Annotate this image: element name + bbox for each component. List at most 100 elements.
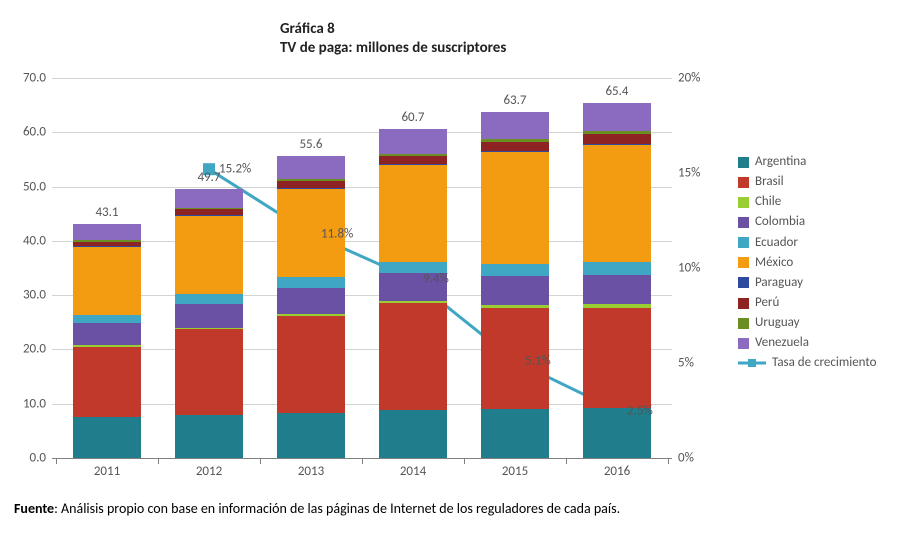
- bar-segment: [277, 156, 345, 179]
- legend-label: Perú: [755, 293, 779, 313]
- x-axis-tick: [464, 458, 465, 464]
- bar-segment: [175, 189, 243, 208]
- legend-swatch: [738, 217, 749, 228]
- legend-label: Ecuador: [755, 233, 798, 253]
- y1-axis-label: 30.0: [23, 288, 52, 303]
- source-sep: :: [54, 500, 61, 517]
- bar-segment: [73, 417, 141, 458]
- bar-segment: [481, 152, 549, 263]
- y2-axis-label: 20%: [672, 71, 700, 86]
- growth-line: [52, 78, 672, 458]
- bar-total-label: 60.7: [401, 110, 424, 125]
- source-text: Análisis propio con base en información …: [61, 500, 620, 517]
- legend-label: Uruguay: [755, 313, 800, 333]
- bar-segment: [379, 165, 447, 261]
- bar-group: 49.7: [175, 189, 243, 458]
- growth-line-value: 15.2%: [219, 162, 251, 177]
- chart-plot-area: 0.010.020.030.040.050.060.070.00%5%10%15…: [52, 78, 672, 459]
- legend-swatch: [738, 338, 749, 349]
- bar-segment: [583, 262, 651, 275]
- bar-segment: [73, 247, 141, 315]
- bar-segment: [379, 303, 447, 409]
- legend-swatch: [738, 177, 749, 188]
- bar-segment: [277, 316, 345, 413]
- bar-total-label: 63.7: [503, 93, 526, 108]
- bar-segment: [481, 112, 549, 139]
- y2-axis-label: 0%: [672, 451, 694, 466]
- legend-swatch: [738, 318, 749, 329]
- bar-segment: [481, 264, 549, 276]
- y1-axis-label: 10.0: [23, 396, 52, 411]
- y1-axis-label: 40.0: [23, 233, 52, 248]
- grid-line: [52, 404, 672, 405]
- legend-item: Paraguay: [738, 273, 876, 293]
- bar-group: 43.1: [73, 224, 141, 458]
- legend-label: Colombia: [755, 212, 805, 232]
- legend-label: Paraguay: [755, 273, 803, 293]
- chart-document: Gráfica 8 TV de paga: millones de suscri…: [0, 0, 904, 533]
- title-line-2: TV de paga: millones de suscriptores: [280, 39, 506, 58]
- legend-item: Brasil: [738, 172, 876, 192]
- bar-group: 63.7: [481, 112, 549, 458]
- legend-swatch-line: [738, 358, 766, 369]
- y2-axis-label: 5%: [672, 356, 694, 371]
- legend-item-line: Tasa de crecimiento: [738, 353, 876, 373]
- source-note: Fuente: Análisis propio con base en info…: [14, 500, 890, 517]
- grid-line: [52, 187, 672, 188]
- bar-segment: [277, 277, 345, 288]
- bar-segment: [379, 156, 447, 164]
- x-axis-tick: [260, 458, 261, 464]
- growth-line-value: 9.4%: [423, 272, 449, 287]
- growth-line-value: 11.8%: [321, 226, 353, 241]
- bar-segment: [175, 329, 243, 414]
- bar-segment: [583, 134, 651, 144]
- grid-line: [52, 241, 672, 242]
- legend-label: México: [755, 253, 793, 273]
- bar-segment: [73, 315, 141, 323]
- bar-total-label: 49.7: [197, 170, 220, 185]
- bar-segment: [175, 304, 243, 328]
- bar-total-label: 55.6: [299, 137, 322, 152]
- legend-label: Argentina: [755, 152, 806, 172]
- growth-line-value: 5.1%: [525, 354, 551, 369]
- y2-axis-label: 10%: [672, 261, 700, 276]
- legend: ArgentinaBrasilChileColombiaEcuadorMéxic…: [738, 152, 876, 374]
- bar-total-label: 65.4: [605, 84, 628, 99]
- bar-segment: [175, 216, 243, 294]
- x-axis-tick: [158, 458, 159, 464]
- bar-segment: [379, 410, 447, 458]
- legend-item: Venezuela: [738, 333, 876, 353]
- x-axis-label: 2011: [73, 464, 141, 479]
- bar-total-label: 43.1: [95, 205, 118, 220]
- y1-axis-label: 60.0: [23, 125, 52, 140]
- x-axis-tick: [566, 458, 567, 464]
- bar-segment: [481, 409, 549, 458]
- legend-item: Ecuador: [738, 233, 876, 253]
- legend-swatch: [738, 257, 749, 268]
- legend-swatch: [738, 237, 749, 248]
- legend-label: Chile: [755, 192, 781, 212]
- x-axis-label: 2015: [481, 464, 549, 479]
- bar-segment: [481, 142, 549, 151]
- grid-line: [52, 295, 672, 296]
- legend-swatch: [738, 298, 749, 309]
- legend-item: México: [738, 253, 876, 273]
- y1-axis-label: 20.0: [23, 342, 52, 357]
- bar-segment: [175, 415, 243, 458]
- x-axis-tick: [362, 458, 363, 464]
- y2-axis-label: 15%: [672, 166, 700, 181]
- bar-segment: [481, 276, 549, 305]
- legend-item: Argentina: [738, 152, 876, 172]
- bar-group: 55.6: [277, 156, 345, 458]
- bar-segment: [73, 347, 141, 418]
- title-line-1: Gráfica 8: [280, 20, 506, 39]
- bar-segment: [583, 275, 651, 304]
- grid-line: [52, 78, 672, 79]
- bar-segment: [583, 103, 651, 131]
- bar-segment: [73, 323, 141, 345]
- x-axis-label: 2012: [175, 464, 243, 479]
- bar-segment: [277, 413, 345, 458]
- legend-swatch: [738, 277, 749, 288]
- bar-segment: [277, 288, 345, 314]
- legend-item: Uruguay: [738, 313, 876, 333]
